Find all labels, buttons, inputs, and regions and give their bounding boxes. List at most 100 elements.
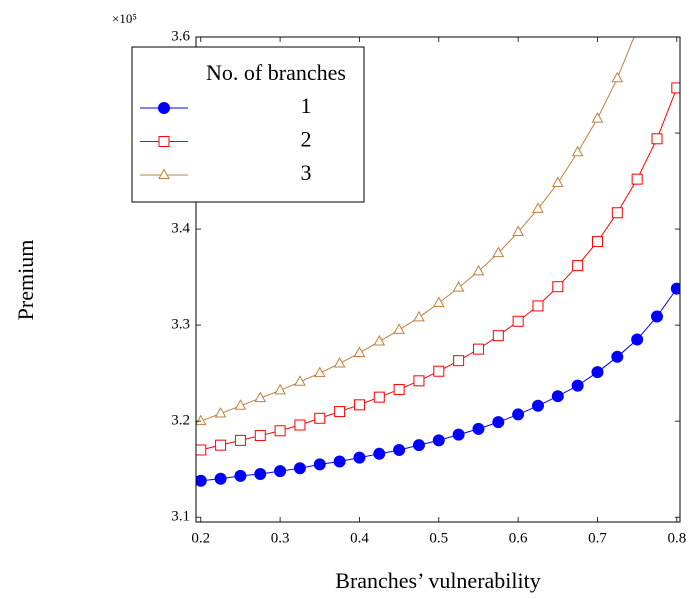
data-point: [492, 416, 505, 429]
data-point: [234, 469, 247, 482]
legend-marker: [158, 102, 170, 114]
data-point: [254, 467, 267, 480]
data-point: [611, 71, 624, 83]
data-point: [393, 323, 405, 334]
data-point: [313, 366, 326, 378]
data-point: [512, 408, 525, 421]
data-point: [532, 202, 544, 213]
data-point: [373, 391, 385, 403]
legend-label: 1: [301, 93, 312, 118]
data-point: [472, 343, 484, 355]
data-point: [274, 465, 287, 478]
data-point: [551, 176, 564, 187]
x-tick-label: 0.8: [667, 530, 686, 546]
data-point: [373, 334, 386, 346]
plot-area: [196, 37, 680, 487]
data-point: [353, 346, 366, 357]
data-point: [313, 458, 326, 471]
y-tick-label: 3.4: [171, 221, 190, 237]
legend: No. of branches 1 2 3: [131, 46, 365, 203]
data-point: [432, 434, 445, 447]
data-point: [453, 355, 465, 367]
data-point: [571, 145, 584, 157]
data-point: [413, 375, 425, 387]
x-tick-label: 0.6: [509, 530, 528, 546]
data-point: [254, 391, 267, 403]
y-tick-label: 3.1: [171, 509, 190, 525]
data-point: [552, 281, 564, 293]
data-point: [572, 260, 584, 272]
data-point: [393, 443, 406, 456]
data-point: [452, 281, 465, 292]
data-point: [196, 414, 207, 426]
data-point: [591, 366, 604, 379]
data-point: [412, 439, 425, 452]
legend-title: No. of branches: [206, 60, 346, 85]
series-line: [200, 288, 678, 482]
data-point: [472, 422, 485, 435]
data-point: [254, 430, 266, 442]
data-point: [472, 264, 485, 276]
data-point: [492, 246, 505, 258]
data-point: [631, 173, 643, 185]
data-point: [611, 350, 624, 363]
data-point: [196, 474, 207, 487]
legend-label: 2: [301, 127, 312, 152]
data-point: [334, 406, 346, 418]
data-point: [591, 236, 603, 248]
legend-box: [131, 46, 365, 203]
data-point: [512, 315, 524, 327]
y-tick-label: 3.2: [171, 413, 190, 429]
data-point: [274, 425, 286, 437]
data-point: [234, 434, 246, 446]
data-point: [650, 310, 663, 323]
data-point: [293, 462, 306, 475]
data-point: [433, 365, 445, 377]
y-axis-label: Premium: [13, 240, 38, 321]
data-point: [671, 82, 680, 94]
data-point: [571, 379, 584, 392]
legend-marker: [158, 136, 170, 147]
data-point: [214, 406, 227, 418]
data-point: [214, 472, 227, 485]
data-point: [432, 296, 445, 308]
x-tick-label: 0.7: [588, 530, 607, 546]
x-tick-label: 0.5: [429, 530, 448, 546]
y-tick-label: 3.3: [171, 317, 190, 333]
x-tick-label: 0.3: [271, 530, 290, 546]
data-point: [651, 133, 663, 145]
data-point: [413, 310, 425, 322]
data-point: [611, 207, 623, 219]
data-point: [294, 419, 306, 431]
x-axis-label: Branches’ vulnerability: [335, 568, 540, 593]
data-point: [353, 451, 366, 464]
data-point: [531, 399, 544, 412]
data-point: [452, 428, 465, 441]
data-point: [670, 282, 680, 295]
y-multiplier: ×10⁵: [112, 11, 137, 26]
y-tick-label: 3.6: [171, 28, 190, 44]
plot-frame: [195, 36, 681, 523]
data-point: [215, 439, 227, 451]
data-point: [373, 447, 386, 460]
data-point: [393, 383, 405, 395]
data-point: [234, 399, 247, 410]
data-point: [353, 399, 365, 411]
data-point: [196, 444, 207, 456]
data-point: [294, 375, 306, 386]
data-point: [333, 357, 346, 368]
legend-marker: [158, 168, 170, 179]
data-point: [512, 225, 524, 236]
x-tick-label: 0.2: [191, 530, 210, 546]
data-point: [551, 390, 564, 403]
data-point: [274, 383, 286, 395]
x-tick-label: 0.4: [350, 530, 369, 546]
data-point: [631, 333, 644, 346]
legend-label: 3: [301, 160, 312, 185]
data-point: [492, 330, 504, 342]
data-point: [333, 455, 346, 468]
data-point: [532, 300, 544, 312]
data-point: [591, 112, 604, 123]
